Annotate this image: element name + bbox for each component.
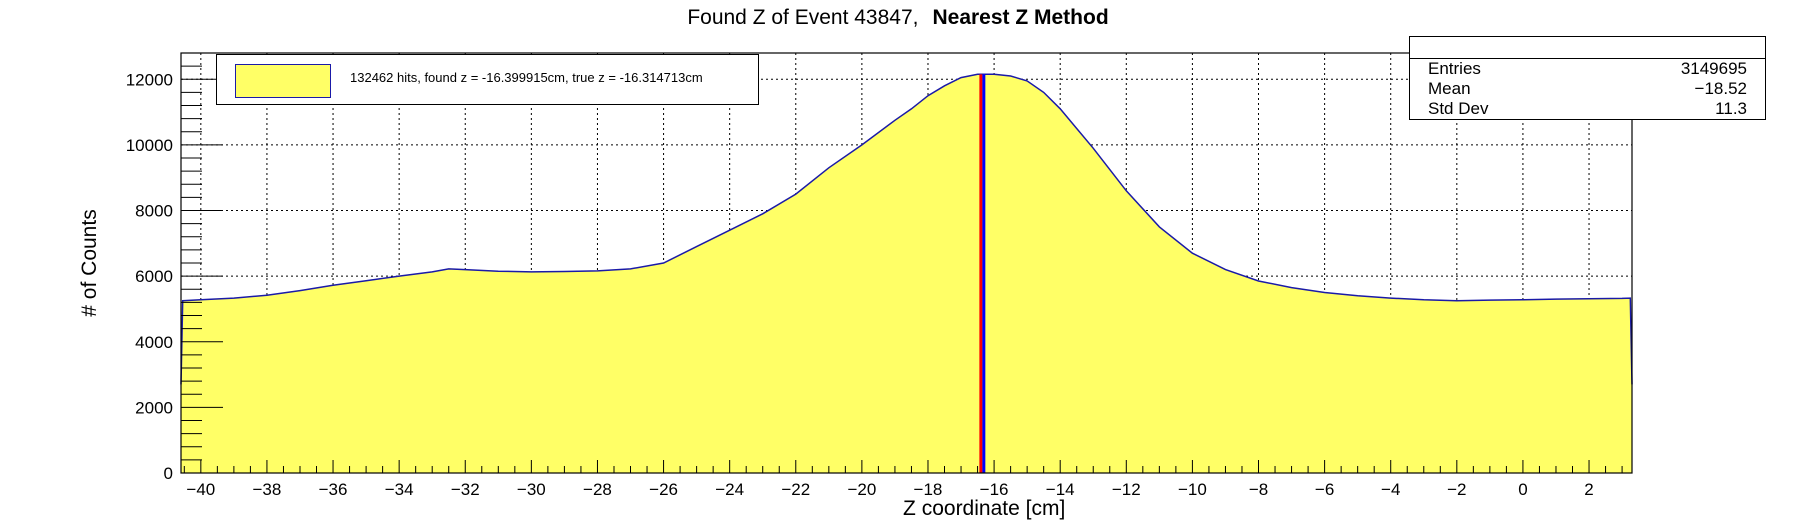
y-axis-label: # of Counts xyxy=(78,209,101,316)
y-tick-label: 0 xyxy=(164,464,173,483)
y-tick-label: 10000 xyxy=(126,136,173,155)
x-axis-label: Z coordinate [cm] xyxy=(903,497,1065,520)
x-tick-label: 2 xyxy=(1584,480,1593,499)
x-tick-label: −18 xyxy=(914,480,943,499)
x-tick-label: −28 xyxy=(583,480,612,499)
x-tick-label: −30 xyxy=(517,480,546,499)
chart-title: Found Z of Event 43847, Nearest Z Method xyxy=(687,6,1108,29)
y-tick-label: 12000 xyxy=(126,70,173,89)
x-tick-label: −8 xyxy=(1249,480,1268,499)
x-tick-label: −2 xyxy=(1447,480,1466,499)
x-tick-label: −14 xyxy=(1046,480,1075,499)
stats-label: Mean xyxy=(1428,79,1471,98)
y-tick-label: 8000 xyxy=(135,202,173,221)
x-tick-label: −34 xyxy=(385,480,414,499)
x-tick-label: −24 xyxy=(715,480,744,499)
x-tick-label: −40 xyxy=(186,480,215,499)
x-tick-label: −22 xyxy=(781,480,810,499)
x-tick-label: −26 xyxy=(649,480,678,499)
chart-title-main: Found Z of Event 43847, xyxy=(687,6,918,29)
legend-swatch xyxy=(235,64,331,98)
x-tick-label: 0 xyxy=(1518,480,1527,499)
x-tick-label: −6 xyxy=(1315,480,1334,499)
stats-row-mean: Mean −18.52 xyxy=(1410,79,1765,99)
x-tick-label: −10 xyxy=(1178,480,1207,499)
stats-row-std-dev: Std Dev 11.3 xyxy=(1410,99,1765,119)
stats-label: Std Dev xyxy=(1428,99,1489,118)
stats-value: −18.52 xyxy=(1694,79,1747,98)
x-tick-label: −4 xyxy=(1381,480,1400,499)
chart-title-bold: Nearest Z Method xyxy=(932,6,1108,29)
legend: 132462 hits, found z = -16.399915cm, tru… xyxy=(216,54,759,105)
stats-box: Entries 3149695 Mean −18.52 Std Dev 11.3 xyxy=(1409,36,1766,120)
x-tick-label: −20 xyxy=(847,480,876,499)
x-tick-label: −36 xyxy=(319,480,348,499)
x-tick-label: −38 xyxy=(253,480,282,499)
histogram-outline xyxy=(180,73,1633,385)
stats-value: 3149695 xyxy=(1680,59,1747,78)
y-tick-label: 2000 xyxy=(135,398,173,417)
stats-row-entries: Entries 3149695 xyxy=(1410,59,1765,79)
x-tick-label: −12 xyxy=(1112,480,1141,499)
stats-value: 11.3 xyxy=(1715,99,1747,118)
histogram-area xyxy=(181,74,1632,474)
y-tick-label: 4000 xyxy=(135,333,173,352)
x-tick-label: −16 xyxy=(980,480,1009,499)
y-tick-label: 6000 xyxy=(135,267,173,286)
marker-lines xyxy=(979,74,986,473)
legend-label: 132462 hits, found z = -16.399915cm, tru… xyxy=(350,70,703,85)
stats-label: Entries xyxy=(1428,59,1481,78)
stats-header xyxy=(1410,37,1765,59)
x-tick-label: −32 xyxy=(451,480,480,499)
